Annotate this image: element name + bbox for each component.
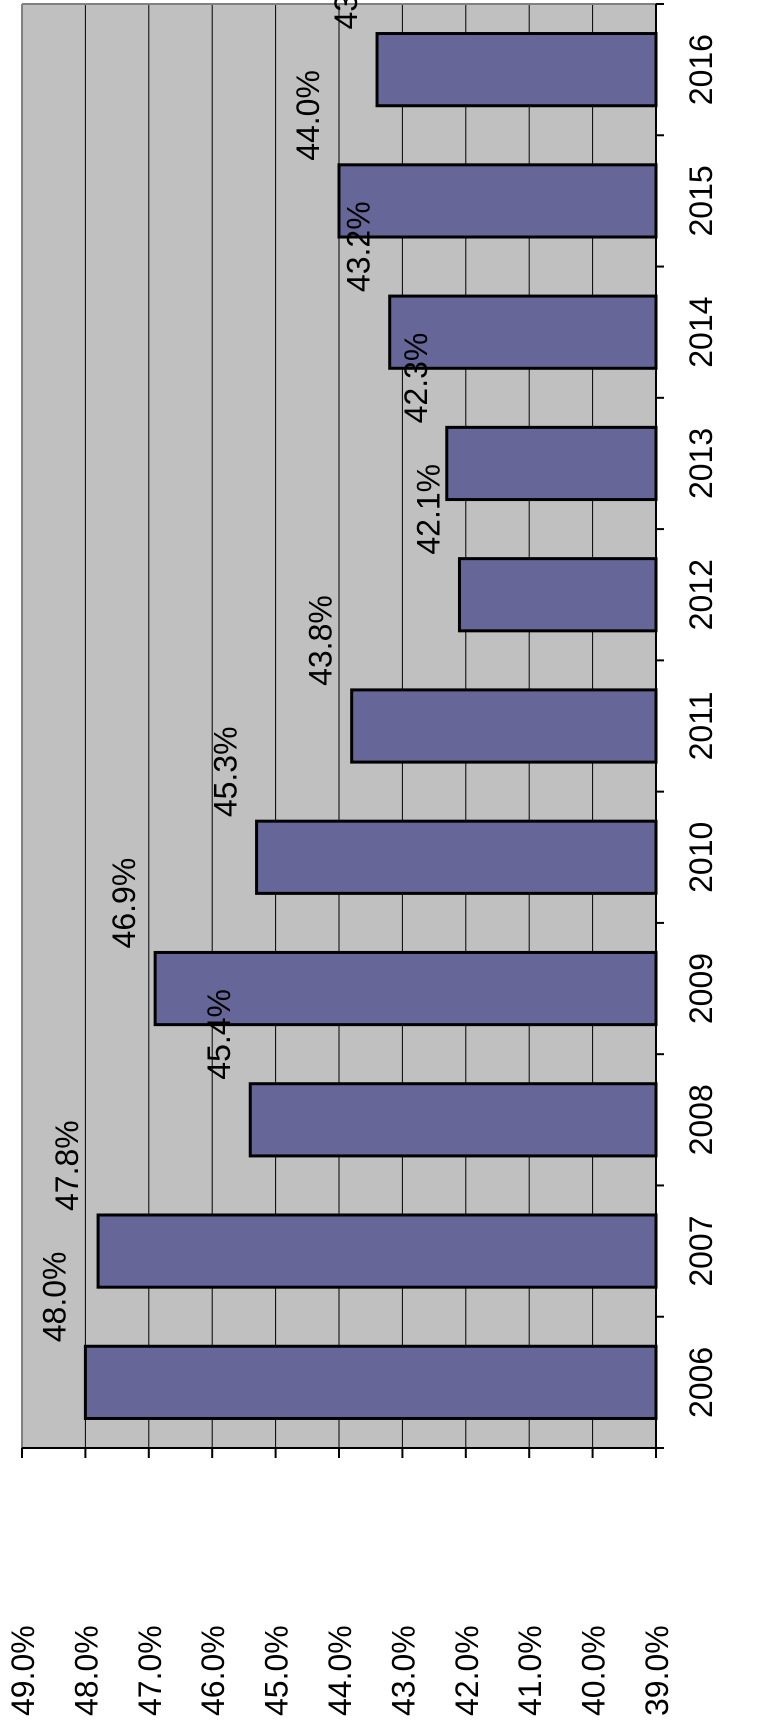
data-label-2006: 48.0% bbox=[36, 1252, 72, 1343]
bar-2012 bbox=[457, 557, 658, 633]
data-labels: 48.0% 47.8% 45.4% 46.9% 45.3% 43.8% 42.1% 42.3%… bbox=[36, 0, 446, 1342]
bar-2006 bbox=[83, 1344, 658, 1420]
x-tick-label: 2007 bbox=[683, 1215, 719, 1286]
y-tick-label: 48.0% bbox=[68, 1625, 104, 1716]
bar-2007 bbox=[96, 1213, 658, 1289]
y-tick-label: 46.0% bbox=[195, 1625, 231, 1716]
data-label-2011: 43.8% bbox=[303, 595, 339, 686]
y-tick-label: 47.0% bbox=[132, 1625, 168, 1716]
x-tick-label: 2011 bbox=[683, 692, 719, 761]
data-label-2010: 45.3% bbox=[208, 726, 244, 817]
value-axis: 39.0% 40.0% 41.0% 42.0% 43.0% 44.0% 45.0% 46.0%… bbox=[5, 1447, 675, 1716]
bar-2010 bbox=[255, 819, 658, 895]
y-tick-label: 44.0% bbox=[322, 1625, 358, 1716]
bar-2011 bbox=[350, 688, 658, 764]
x-tick-label: 2015 bbox=[683, 165, 719, 236]
data-label-2009: 46.9% bbox=[106, 858, 142, 949]
data-label-2012: 42.1% bbox=[410, 464, 446, 555]
bar-2013 bbox=[445, 425, 658, 502]
x-tick-label: 2012 bbox=[683, 559, 719, 630]
bar-2008 bbox=[248, 1082, 658, 1158]
x-tick-label: 2014 bbox=[683, 297, 719, 368]
y-tick-label: 42.0% bbox=[449, 1625, 485, 1716]
category-axis: 2006 2007 2008 2009 2010 2011 2012 2013 2014 2015… bbox=[655, 3, 719, 1449]
x-tick-label: 2008 bbox=[683, 1084, 719, 1155]
x-tick-label: 2016 bbox=[683, 34, 719, 105]
y-tick-label: 43.0% bbox=[385, 1625, 421, 1716]
bars bbox=[83, 32, 658, 1420]
y-tick-label: 41.0% bbox=[512, 1625, 548, 1716]
y-tick-label: 45.0% bbox=[259, 1625, 295, 1716]
y-tick-label: 40.0% bbox=[576, 1625, 612, 1716]
data-label-2013: 42.3% bbox=[398, 333, 434, 424]
y-tick-label: 49.0% bbox=[5, 1625, 41, 1716]
data-label-2015: 44.0% bbox=[290, 70, 326, 161]
data-label-2016: 43.4% bbox=[328, 0, 364, 30]
x-tick-label: 2013 bbox=[683, 428, 719, 499]
bar-2014 bbox=[388, 294, 658, 370]
data-label-2014: 43.2% bbox=[341, 201, 377, 292]
y-tick-label: 39.0% bbox=[639, 1625, 675, 1716]
x-tick-label: 2009 bbox=[683, 953, 719, 1024]
bar-2015 bbox=[337, 163, 658, 239]
x-tick-label: 2006 bbox=[683, 1347, 719, 1418]
data-label-2008: 45.4% bbox=[201, 989, 237, 1080]
bar-2016 bbox=[375, 32, 658, 108]
x-tick-label: 2010 bbox=[683, 822, 719, 893]
data-label-2007: 47.8% bbox=[49, 1120, 85, 1211]
